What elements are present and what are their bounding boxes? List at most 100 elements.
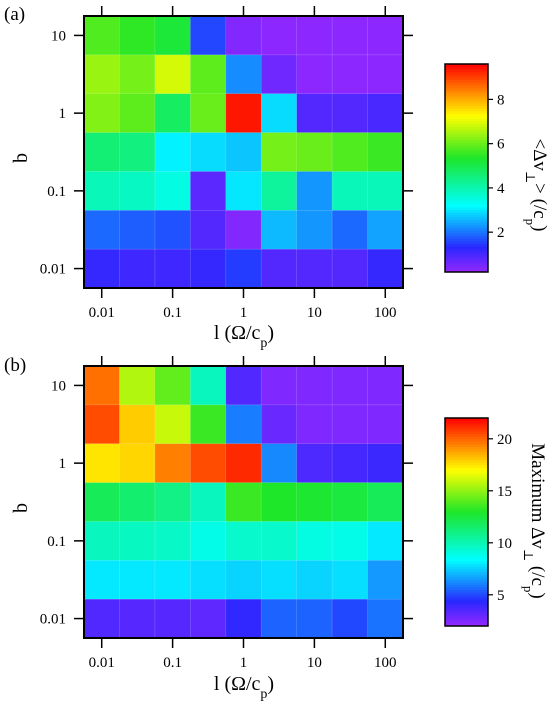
colorbar-a-segment [445,147,488,151]
colorbar-b-segment [445,594,488,598]
colorbar-b-segment [445,425,488,429]
heatmap-b-cell-r3-c0 [84,482,120,522]
heatmap-a-cell-r3-c1 [119,132,156,172]
colorbar-a-frame [444,63,489,273]
colorbar-a-segment [445,266,488,270]
heatmap-b-cell-r1-c8 [367,404,404,445]
colorbar-a-segment [445,191,488,195]
heatmap-a-cell-r1-c5 [261,54,298,95]
heatmap-a-cells [84,16,404,289]
colorbar-b-segment [445,477,488,481]
colorbar-a-segment [445,64,488,67]
colorbar-a-segment [445,139,488,143]
heatmap-a-y-label: b [10,153,32,163]
colorbar-b-segment [445,436,488,440]
colorbar-b-segment [445,597,488,601]
heatmap-a-cell-r6-c4 [225,249,262,289]
colorbar-a-segment [445,123,488,127]
colorbar-a-segment [445,220,488,223]
heatmap-b-cell-r4-c0 [84,521,120,561]
colorbar-a-segment [445,87,488,91]
heatmap-a-cell-r0-c0 [84,16,120,56]
heatmap-a-cell-r5-c2 [154,210,191,250]
colorbar-b-segment [445,581,488,585]
heatmap-a-cell-r5-c4 [225,210,262,250]
colorbar-b-segment [445,449,488,453]
colorbar-a-segment [445,110,488,114]
heatmap-b-cell-r1-c5 [261,404,298,445]
heatmap-b-cell-r3-c4 [225,482,262,522]
heatmap-a-cell-r3-c0 [84,132,120,172]
colorbar-b-segment [445,501,488,505]
colorbar-a-segment [445,238,488,242]
colorbar-b-segment [445,483,488,486]
colorbar-tick-label: 10 [497,536,512,552]
heatmap-b-cell-r5-c5 [261,560,298,600]
heatmap-a-cell-r3-c8 [367,132,404,172]
colorbar-b-segment [445,613,488,616]
colorbar-a-segment [445,259,488,262]
colorbar-b-segment [445,610,488,614]
colorbar-b-segment [445,423,488,427]
colorbar-a-segment [445,233,488,236]
y-tick-label: 0.01 [40,262,66,278]
colorbar-a-segment [445,209,488,213]
heatmap-b-cell-r4-c2 [154,521,191,561]
colorbar-b-segment [445,428,488,432]
heatmap-a-cell-r0-c7 [332,16,369,56]
colorbar-b-segment [445,532,488,536]
colorbar-b-segment [445,462,488,466]
heatmap-a-cell-r3-c7 [332,132,369,172]
heatmap-a-cell-r3-c3 [190,132,227,172]
heatmap-b-cell-r6-c0 [84,599,120,639]
heatmap-a-cell-r0-c2 [154,16,191,56]
heatmap-b-cell-r0-c5 [261,366,298,406]
colorbar-a-segment [445,134,488,138]
colorbar-b-segment [445,459,488,463]
colorbar-a-segment [445,79,488,83]
colorbar-b-segment [445,605,488,609]
colorbar-a-segment [445,95,488,99]
heatmap-b-cell-r5-c3 [190,560,227,600]
heatmap-b-cell-r1-c4 [225,404,262,445]
heatmap-a-cell-r1-c2 [154,54,191,95]
colorbar-b: 5 10 15 20 [444,417,512,627]
y-tick-label: 1 [59,106,67,122]
colorbar-a-segment [445,66,488,70]
heatmap-a-cell-r3-c4 [225,132,262,172]
y-tick-label: 10 [51,28,66,44]
colorbar-a-segment [445,264,488,268]
colorbar-a-segment [445,136,488,140]
colorbar-a-segment [445,149,488,153]
colorbar-b-segment [445,579,488,583]
heatmap-a-cell-r6-c2 [154,249,191,289]
heatmap-b-cell-r0-c0 [84,366,120,406]
colorbar-a-segment [445,194,488,197]
heatmap-a-cell-r6-c1 [119,249,156,289]
colorbar-b-segment [445,607,488,611]
colorbar-a-segment [445,131,488,135]
heatmap-b-cell-r4-c1 [119,521,156,561]
colorbar-a-segment [445,251,488,255]
colorbar-b-segment [445,488,488,492]
colorbar-a-segment [445,261,488,265]
colorbar-b-segment [445,587,488,590]
colorbar-b-segment [445,550,488,554]
colorbar-a-segment [445,92,488,96]
colorbar-b-segment [445,420,488,424]
heatmap-a-cell-r5-c0 [84,210,120,250]
colorbar-a-segment [445,152,488,156]
heatmap-a-cell-r5-c1 [119,210,156,250]
heatmap-b-x-label: l (Ω/cp) [214,673,274,702]
heatmap-a-cell-r4-c0 [84,171,120,211]
heatmap-b-y-label: b [10,503,32,513]
heatmap-b-cell-r3-c8 [367,482,404,522]
heatmap-b-cell-r4-c4 [225,521,262,561]
colorbar-a-segment [445,214,488,218]
heatmap-a-cell-r6-c0 [84,249,120,289]
colorbar-b-segment [445,503,488,507]
heatmap-b-cell-r6-c8 [367,599,404,639]
heatmap-a-cell-r5-c7 [332,210,369,250]
colorbar-tick-label: 6 [497,137,505,153]
colorbar-a-segment [445,253,488,257]
